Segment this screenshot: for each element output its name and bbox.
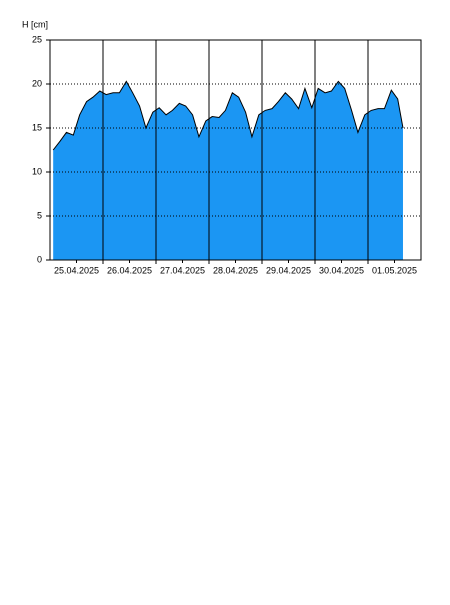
y-tick-label: 20: [32, 78, 42, 88]
x-tick-label: 01.05.2025: [372, 265, 417, 275]
area: [53, 81, 403, 260]
y-tick-label: 15: [32, 122, 42, 132]
y-axis-label: H [cm]: [22, 19, 48, 29]
y-tick-label: 5: [37, 210, 42, 220]
y-tick-label: 10: [32, 166, 42, 176]
x-tick-label: 30.04.2025: [319, 265, 364, 275]
x-tick-label: 28.04.2025: [213, 265, 258, 275]
line: [52, 80, 404, 151]
y-tick-label: 25: [32, 34, 42, 44]
y-tick-label: 0: [37, 254, 42, 264]
x-tick-label: 27.04.2025: [160, 265, 205, 275]
x-tick-label: 25.04.2025: [54, 265, 99, 275]
x-tick-label: 29.04.2025: [266, 265, 311, 275]
plot-frame: [49, 39, 422, 261]
x-tick-label: 26.04.2025: [107, 265, 152, 275]
